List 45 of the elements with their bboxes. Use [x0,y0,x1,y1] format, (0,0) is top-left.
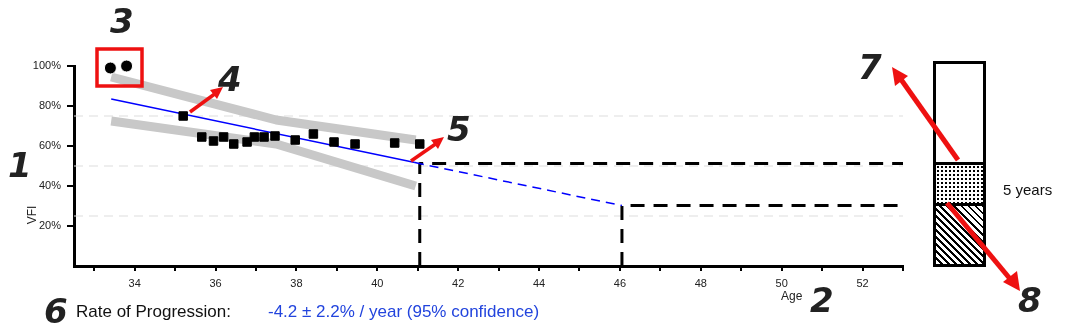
y-axis-title: VFI [25,205,39,225]
y-tick-label: 80% [38,99,62,112]
x-tick-label: 42 [452,276,465,289]
x-tick-label: 46 [613,276,627,289]
y-tick-label: 40% [38,179,62,192]
x-tick-label: 48 [694,276,707,289]
x-tick-label: 50 [775,276,788,289]
annotation: 4 [218,59,242,99]
point [249,132,260,142]
text: 2 [810,280,834,320]
point [290,135,300,145]
point [270,131,280,141]
annotation: 5 [447,109,471,149]
point [308,129,319,139]
point [197,132,207,142]
point [242,137,252,147]
text: 8 [1018,280,1042,320]
x-tick-label: 52 [856,276,869,289]
x-axis-title: Age [781,289,803,303]
point [178,111,188,121]
x-tick-label: 34 [128,276,141,289]
point [120,59,134,73]
point [329,137,339,147]
x-tick-label: 38 [290,276,303,289]
point [389,138,400,148]
point [350,139,360,149]
text: 1 [8,145,32,185]
point [228,139,239,149]
text: 5 years [1003,181,1053,198]
point [208,136,219,146]
x-tick-label: 36 [209,276,222,289]
text: 6 [44,291,68,331]
text: 3 [110,1,134,41]
point [218,132,229,142]
x-tick-label: 44 [532,276,546,289]
text: Rate of Progression: [76,302,231,321]
point [415,139,425,149]
point [259,132,269,142]
annotation: 7 [858,47,882,87]
y-tick-label: 60% [38,139,62,152]
x-tick-label: 40 [371,276,384,289]
y-tick-label: 20% [38,219,62,232]
text: -4.2 ± 2.2% / year (95% confidence) [268,302,540,321]
point [103,61,117,75]
y-tick-label: 100% [32,59,62,72]
